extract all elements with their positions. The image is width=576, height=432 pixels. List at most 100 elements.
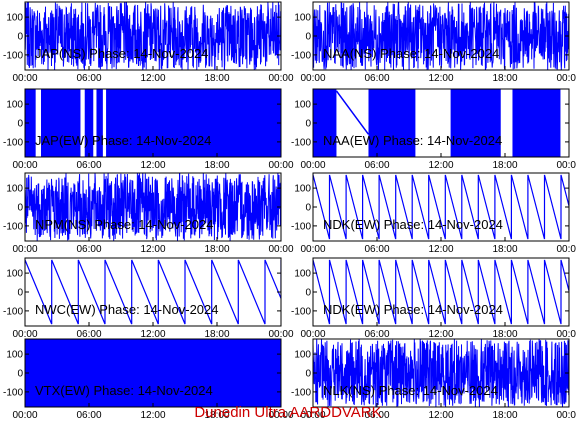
y-tick-label: -100: [3, 221, 23, 232]
panel-title: NPM(NS) Phase: 14-Nov-2024: [35, 217, 213, 232]
trace-line: [25, 259, 281, 325]
x-tick-label: 18:00: [492, 410, 517, 421]
x-tick-label: 00:00: [268, 329, 293, 340]
trace-5: [313, 174, 569, 240]
x-tick-label: 18:00: [492, 244, 517, 255]
x-tick-label: 12:00: [140, 73, 165, 84]
x-tick-label: 00:00: [556, 244, 576, 255]
y-tick-label: -100: [291, 387, 311, 398]
x-tick-label: 12:00: [428, 329, 453, 340]
x-tick-label: 00:00: [268, 160, 293, 171]
y-tick-label: 0: [17, 119, 23, 130]
y-tick-label: 100: [294, 269, 311, 280]
y-tick-label: -100: [3, 50, 23, 61]
x-tick-label: 06:00: [76, 244, 101, 255]
trace-line: [313, 2, 569, 70]
x-tick-label: 18:00: [204, 329, 229, 340]
trace-8: [25, 339, 281, 407]
panel-title: JAP(NS) Phase: 14-Nov-2024: [35, 46, 208, 61]
panel-title: NLK(NS) Phase: 14-Nov-2024: [323, 383, 498, 398]
panel-4: -100 0 100 00:00 06:00 12:00 18:00 00:00 NPM(NS)…: [3, 172, 294, 255]
panel-title: NAA(EW) Phase: 14-Nov-2024: [323, 133, 502, 148]
panel-5: -100 0 100 00:00 06:00 12:00 18:00 00:00 NDK(EW)…: [291, 172, 576, 255]
x-tick-label: 12:00: [428, 160, 453, 171]
x-tick-label: 00:00: [268, 244, 293, 255]
y-tick-label: 0: [305, 203, 311, 214]
panel-title: VTX(EW) Phase: 14-Nov-2024: [35, 383, 213, 398]
y-tick-label: 0: [17, 203, 23, 214]
panel-1: -100 0 100 00:00 06:00 12:00 18:00 00:00 NAA(NS)…: [291, 1, 576, 84]
x-tick-label: 18:00: [204, 410, 229, 421]
x-tick-label: 00:00: [300, 73, 325, 84]
trace-0: [25, 2, 281, 70]
trace-line: [25, 2, 281, 70]
y-tick-label: 100: [294, 13, 311, 24]
x-tick-label: 18:00: [204, 160, 229, 171]
x-tick-label: 00:00: [556, 160, 576, 171]
y-tick-label: 0: [305, 119, 311, 130]
panel-0: -100 0 100 00:00 06:00 12:00 18:00 00:00 JAP(NS)…: [3, 1, 294, 84]
x-tick-label: 18:00: [204, 244, 229, 255]
panel-title: JAP(EW) Phase: 14-Nov-2024: [35, 133, 211, 148]
x-tick-label: 06:00: [364, 244, 389, 255]
y-tick-label: -100: [291, 306, 311, 317]
x-tick-label: 12:00: [140, 329, 165, 340]
panel-8: -100 0 100 00:00 06:00 12:00 18:00 00:00 VTX(EW)…: [3, 338, 294, 421]
panel-7: -100 0 100 00:00 06:00 12:00 18:00 00:00 NDK(EW)…: [291, 257, 576, 340]
y-tick-label: -100: [3, 137, 23, 148]
trace-line: [313, 259, 569, 325]
x-tick-label: 12:00: [140, 160, 165, 171]
x-tick-label: 12:00: [140, 410, 165, 421]
y-tick-label: 0: [17, 288, 23, 299]
x-tick-label: 00:00: [12, 160, 37, 171]
y-tick-label: 100: [6, 13, 23, 24]
panel-2: -100 0 100 00:00 06:00 12:00 18:00 00:00 JAP(EW)…: [3, 88, 294, 171]
trace-6: [25, 259, 281, 325]
x-tick-label: 06:00: [364, 329, 389, 340]
x-tick-label: 00:00: [12, 73, 37, 84]
y-tick-label: -100: [3, 306, 23, 317]
trace-4: [25, 173, 281, 241]
x-tick-label: 18:00: [492, 160, 517, 171]
y-tick-label: 100: [6, 184, 23, 195]
x-tick-label: 00:00: [300, 410, 325, 421]
x-tick-label: 12:00: [428, 244, 453, 255]
y-tick-label: -100: [291, 50, 311, 61]
x-tick-label: 06:00: [76, 160, 101, 171]
panel-3: -100 0 100 00:00 06:00 12:00 18:00 00:00 NAA(EW)…: [291, 88, 576, 171]
y-tick-label: -100: [3, 387, 23, 398]
trace-3: [313, 89, 569, 157]
x-tick-label: 00:00: [556, 329, 576, 340]
x-tick-label: 12:00: [428, 73, 453, 84]
x-tick-label: 06:00: [76, 410, 101, 421]
panel-title: NDK(EW) Phase: 14-Nov-2024: [323, 217, 503, 232]
x-tick-label: 06:00: [364, 410, 389, 421]
trace-7: [313, 259, 569, 325]
x-tick-label: 00:00: [12, 329, 37, 340]
y-tick-label: 100: [6, 269, 23, 280]
x-tick-label: 06:00: [76, 73, 101, 84]
x-tick-label: 06:00: [364, 160, 389, 171]
trace-line: [313, 339, 569, 407]
footer-label: Dunedin Ultra AARDDVARK: [194, 404, 382, 421]
y-tick-label: 100: [294, 100, 311, 111]
y-tick-label: -100: [291, 137, 311, 148]
x-tick-label: 12:00: [428, 410, 453, 421]
panel-title: NAA(NS) Phase: 14-Nov-2024: [323, 46, 499, 61]
x-tick-label: 00:00: [300, 160, 325, 171]
trace-fill: [25, 339, 281, 407]
trace-fill: [25, 89, 281, 157]
trace-line: [25, 173, 281, 241]
x-tick-label: 00:00: [300, 329, 325, 340]
trace-gap: [80, 89, 85, 157]
panel-6: -100 0 100 00:00 06:00 12:00 18:00 00:00 NWC(EW)…: [3, 257, 294, 340]
x-tick-label: 06:00: [364, 73, 389, 84]
y-tick-label: -100: [291, 221, 311, 232]
trace-1: [313, 2, 569, 70]
panel-9: -100 0 100 00:00 06:00 12:00 18:00 00:00 NLK(NS)…: [291, 338, 576, 421]
trace-line: [313, 174, 569, 240]
trace-gap: [93, 89, 97, 157]
trace-gap: [560, 89, 569, 157]
x-tick-label: 00:00: [268, 73, 293, 84]
